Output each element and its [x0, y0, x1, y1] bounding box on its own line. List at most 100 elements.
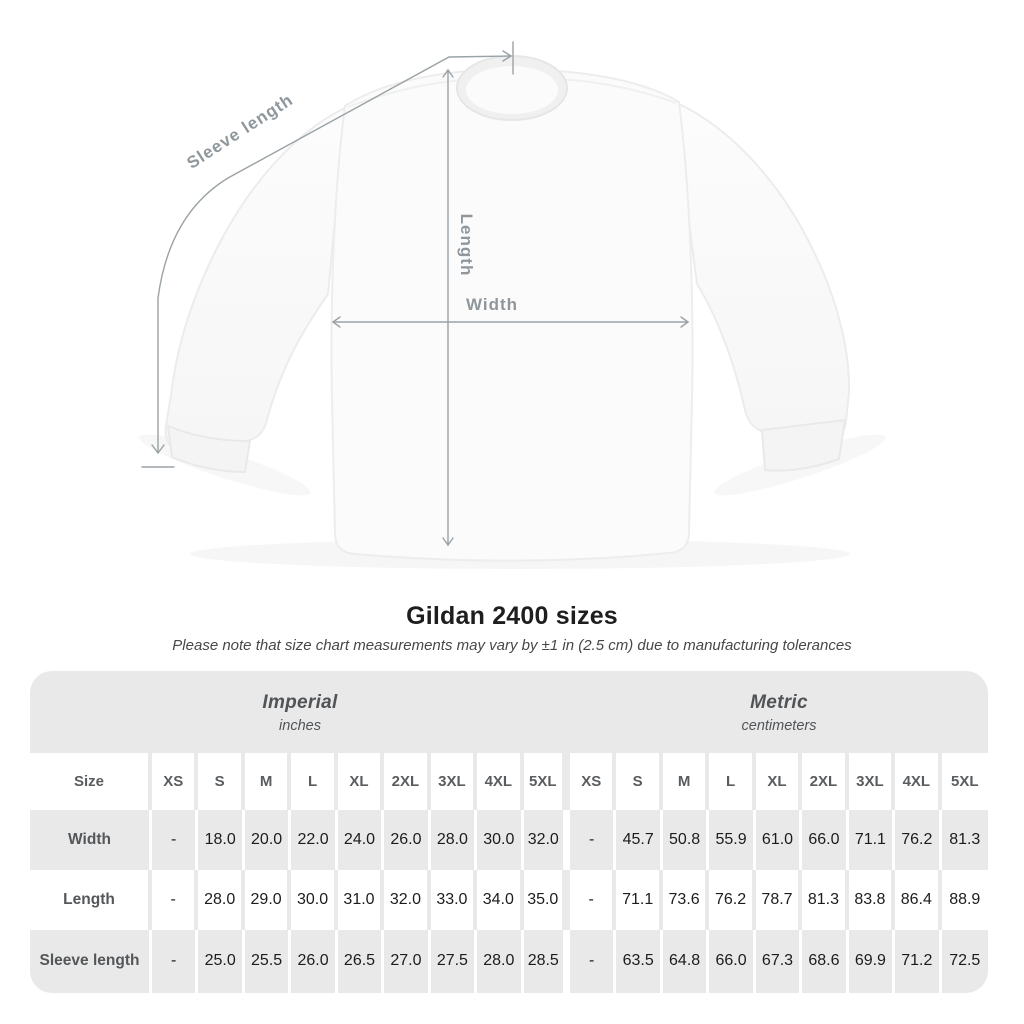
value-cell-metric: -: [570, 869, 617, 930]
value-cell-imperial: 29.0: [245, 869, 292, 930]
value-cell-imperial: 28.0: [431, 809, 478, 870]
value-cell-metric: 83.8: [849, 869, 896, 930]
value-cell-metric: 76.2: [895, 809, 942, 870]
size-col-header-metric: 5XL: [951, 772, 979, 790]
size-header-row: Size XS S M L XL 2XL 3XL 4XL 5XL XS S M L XL 2XL 3XL 4XL 5…: [30, 752, 988, 810]
value-cell-imperial: -: [152, 929, 199, 993]
value-cell-metric: -: [570, 809, 617, 870]
value-cell-metric: 69.9: [849, 929, 896, 993]
size-col-header-imperial: 2XL: [384, 752, 431, 810]
value-cell-imperial: 28.5: [524, 929, 570, 993]
table-row: Length -28.0 29.0 30.0 31.0 32.0 33.0 34.0 35.0-…: [30, 869, 988, 930]
value-cell-metric: 45.7: [616, 809, 663, 870]
size-col-header-metric: S: [616, 752, 663, 810]
page-title: Gildan 2400 sizes: [406, 602, 618, 630]
value-cell-metric: 88.9: [949, 890, 981, 908]
value-cell-imperial: 30.0: [477, 809, 524, 870]
value-cell-metric: 61.0: [756, 809, 803, 870]
value-cell-metric: 67.3: [756, 929, 803, 993]
value-cell-imperial: 28.0: [198, 869, 245, 930]
right-sleeve: [678, 103, 851, 446]
value-cell-imperial: 26.0: [291, 929, 338, 993]
size-col-header-metric: 2XL: [802, 752, 849, 810]
size-col-header-metric: M: [663, 752, 710, 810]
value-cell-metric: 71.1: [616, 869, 663, 930]
size-col-header-metric: L: [709, 752, 756, 810]
value-cell-metric: 64.8: [663, 929, 710, 993]
metric-label: Metric: [750, 691, 808, 713]
size-col-header-imperial: S: [198, 752, 245, 810]
row-label: Sleeve length: [30, 929, 152, 993]
size-col-header-imperial: L: [291, 752, 338, 810]
shirt-body: [330, 68, 694, 562]
length-label: Length: [457, 214, 476, 277]
value-cell-imperial: 34.0: [477, 869, 524, 930]
value-cell-metric: 73.6: [663, 869, 710, 930]
left-cuff: [167, 425, 251, 473]
imperial-group-header: Imperial inches: [30, 671, 570, 753]
value-cell-imperial: 26.0: [384, 809, 431, 870]
value-cell-metric: 71.2: [895, 929, 942, 993]
dimension-lines: [141, 41, 690, 547]
table-body: Width -18.0 20.0 22.0 24.0 26.0 28.0 30.0 32.0-4…: [30, 809, 988, 993]
value-cell-metric: 66.0: [709, 929, 756, 993]
value-cell-imperial: 35.0: [524, 869, 570, 930]
size-col-header-metric: XS: [570, 752, 617, 810]
sleeve-length-dimension: [141, 41, 514, 468]
row-label: Length: [30, 869, 152, 930]
value-cell-metric: 81.3: [802, 869, 849, 930]
table-row: Width -18.0 20.0 22.0 24.0 26.0 28.0 30.0 32.0-4…: [30, 809, 988, 870]
value-cell-metric: 68.6: [802, 929, 849, 993]
value-cell-metric: 86.4: [895, 869, 942, 930]
value-cell-metric: 63.5: [616, 929, 663, 993]
value-cell-metric: 66.0: [802, 809, 849, 870]
row-label: Width: [30, 809, 152, 870]
value-cell-imperial: 20.0: [245, 809, 292, 870]
value-cell-imperial: 24.0: [338, 809, 385, 870]
value-cell-imperial: 32.0: [524, 809, 570, 870]
unit-group-header: Imperial inches Metric centimeters: [30, 670, 988, 753]
value-cell-imperial: 25.5: [245, 929, 292, 993]
value-cell-imperial: 30.0: [291, 869, 338, 930]
size-col-header-imperial: 3XL: [431, 752, 478, 810]
size-col-header-metric: 3XL: [849, 752, 896, 810]
size-col-header-metric: XL: [756, 752, 803, 810]
value-cell-imperial: 27.0: [384, 929, 431, 993]
value-cell-metric: 78.7: [756, 869, 803, 930]
value-cell-metric: 72.5: [949, 952, 981, 969]
value-cell-imperial: 33.0: [431, 869, 478, 930]
value-cell-metric: -: [570, 929, 617, 993]
value-cell-metric: 71.1: [849, 809, 896, 870]
size-col-header-metric: 4XL: [895, 752, 942, 810]
value-cell-imperial: 25.0: [198, 929, 245, 993]
right-cuff: [761, 419, 846, 472]
width-dimension: [331, 316, 690, 328]
value-cell-imperial: 27.5: [431, 929, 478, 993]
imperial-units-label: inches: [279, 717, 321, 734]
value-cell-metric: 76.2: [709, 869, 756, 930]
size-col-header-imperial: XS: [152, 752, 199, 810]
value-cell-imperial: 26.5: [338, 929, 385, 993]
size-col-header-imperial: XL: [338, 752, 385, 810]
value-cell-metric: 50.8: [663, 809, 710, 870]
imperial-label: Imperial: [262, 691, 338, 713]
shirt-illustration: Sleeve length Length Width: [141, 41, 851, 562]
collar-inner: [466, 66, 558, 114]
tolerance-note: Please note that size chart measurements…: [172, 636, 852, 654]
value-cell-imperial: -: [152, 809, 199, 870]
heading: Gildan 2400 sizes Please note that size …: [0, 602, 1024, 656]
length-dimension: [442, 68, 454, 547]
table-row: Sleeve length -25.0 25.5 26.0 26.5 27.0 27.5 28…: [30, 929, 988, 993]
value-cell-imperial: 28.0: [477, 929, 524, 993]
size-column-header: Size: [30, 752, 152, 810]
value-cell-imperial: -: [152, 869, 199, 930]
size-col-header-imperial: 4XL: [477, 752, 524, 810]
value-cell-imperial: 22.0: [291, 809, 338, 870]
size-col-header-imperial: M: [245, 752, 292, 810]
value-cell-metric: 55.9: [709, 809, 756, 870]
width-label: Width: [466, 295, 518, 314]
metric-units-label: centimeters: [741, 717, 817, 734]
value-cell-metric: 81.3: [949, 830, 981, 848]
shirt-diagram: Sleeve length Length Width: [141, 41, 851, 562]
size-table: Imperial inches Metric centimeters Size X…: [30, 670, 988, 993]
